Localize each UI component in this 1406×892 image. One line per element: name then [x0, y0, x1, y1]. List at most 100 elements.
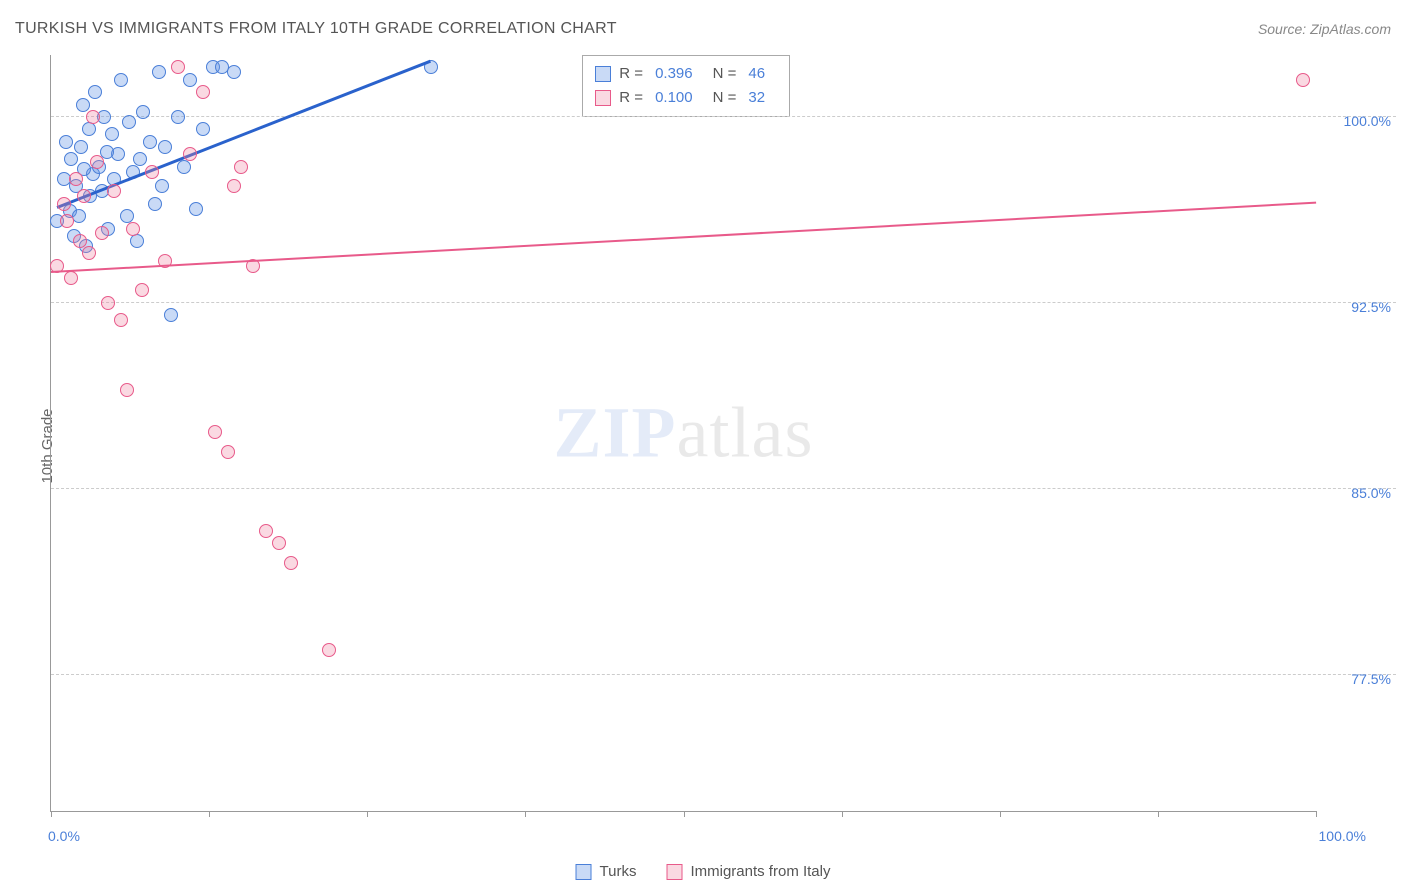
data-point	[1296, 73, 1310, 87]
y-tick-label: 92.5%	[1351, 299, 1391, 315]
data-point	[114, 313, 128, 327]
y-tick-label: 85.0%	[1351, 485, 1391, 501]
watermark: ZIPatlas	[554, 392, 814, 475]
legend-swatch	[595, 90, 611, 106]
stats-legend: R = 0.396 N = 46 R = 0.100 N = 32	[582, 55, 790, 117]
legend-swatch	[576, 864, 592, 880]
data-point	[82, 246, 96, 260]
x-tick-label-min: 0.0%	[48, 828, 80, 844]
x-tick	[1158, 811, 1159, 817]
data-point	[152, 65, 166, 79]
data-point	[114, 73, 128, 87]
data-point	[234, 160, 248, 174]
x-tick	[1316, 811, 1317, 817]
y-tick-label: 77.5%	[1351, 671, 1391, 687]
n-label: N =	[713, 86, 737, 110]
data-point	[126, 222, 140, 236]
data-point	[86, 110, 100, 124]
data-point	[60, 214, 74, 228]
n-value: 32	[748, 86, 765, 110]
watermark-zip: ZIP	[554, 393, 677, 473]
data-point	[145, 165, 159, 179]
x-tick	[684, 811, 685, 817]
gridline	[51, 116, 1396, 117]
data-point	[88, 85, 102, 99]
data-point	[227, 65, 241, 79]
legend-swatch	[595, 66, 611, 82]
data-point	[227, 179, 241, 193]
n-label: N =	[713, 62, 737, 86]
stats-legend-row: R = 0.396 N = 46	[595, 62, 777, 86]
data-point	[158, 140, 172, 154]
data-point	[272, 536, 286, 550]
data-point	[105, 127, 119, 141]
legend-label: Turks	[600, 863, 637, 880]
data-point	[74, 140, 88, 154]
data-point	[155, 179, 169, 193]
data-point	[133, 152, 147, 166]
x-tick-label-max: 100.0%	[1319, 828, 1366, 844]
legend-label: Immigrants from Italy	[690, 863, 830, 880]
data-point	[135, 283, 149, 297]
data-point	[221, 445, 235, 459]
data-point	[136, 105, 150, 119]
x-tick	[1000, 811, 1001, 817]
data-point	[189, 202, 203, 216]
gridline	[51, 674, 1396, 675]
x-tick	[367, 811, 368, 817]
data-point	[322, 643, 336, 657]
r-label: R =	[619, 86, 643, 110]
plot-area: ZIPatlas R =0.396N =46R =0.100N =32 77.5…	[50, 55, 1316, 812]
gridline	[51, 488, 1396, 489]
data-point	[59, 135, 73, 149]
legend-item: Immigrants from Italy	[666, 863, 830, 880]
legend-swatch	[666, 864, 682, 880]
data-point	[122, 115, 136, 129]
source-attribution: Source: ZipAtlas.com	[1258, 21, 1391, 37]
data-point	[164, 308, 178, 322]
data-point	[148, 197, 162, 211]
data-point	[196, 85, 210, 99]
data-point	[183, 147, 197, 161]
data-point	[77, 189, 91, 203]
data-point	[64, 152, 78, 166]
data-point	[73, 234, 87, 248]
data-point	[101, 296, 115, 310]
data-point	[284, 556, 298, 570]
data-point	[76, 98, 90, 112]
data-point	[120, 383, 134, 397]
data-point	[57, 197, 71, 211]
data-point	[208, 425, 222, 439]
r-value: 0.100	[655, 86, 693, 110]
data-point	[171, 110, 185, 124]
r-label: R =	[619, 62, 643, 86]
data-point	[95, 226, 109, 240]
chart-header: TURKISH VS IMMIGRANTS FROM ITALY 10TH GR…	[15, 20, 1391, 38]
data-point	[130, 234, 144, 248]
trend-line	[51, 202, 1316, 273]
chart-title: TURKISH VS IMMIGRANTS FROM ITALY 10TH GR…	[15, 20, 617, 38]
stats-legend-row: R = 0.100 N = 32	[595, 86, 777, 110]
data-point	[107, 184, 121, 198]
data-point	[82, 122, 96, 136]
data-point	[143, 135, 157, 149]
r-value: 0.396	[655, 62, 693, 86]
gridline	[51, 302, 1396, 303]
data-point	[196, 122, 210, 136]
data-point	[183, 73, 197, 87]
data-point	[64, 271, 78, 285]
data-point	[259, 524, 273, 538]
x-tick	[525, 811, 526, 817]
n-value: 46	[748, 62, 765, 86]
x-tick	[209, 811, 210, 817]
x-tick	[51, 811, 52, 817]
data-point	[69, 172, 83, 186]
watermark-atlas: atlas	[677, 393, 814, 473]
data-point	[171, 60, 185, 74]
data-point	[177, 160, 191, 174]
data-point	[90, 155, 104, 169]
x-tick	[842, 811, 843, 817]
legend-item: Turks	[576, 863, 637, 880]
y-tick-label: 100.0%	[1344, 113, 1391, 129]
series-legend: Turks Immigrants from Italy	[576, 863, 831, 880]
